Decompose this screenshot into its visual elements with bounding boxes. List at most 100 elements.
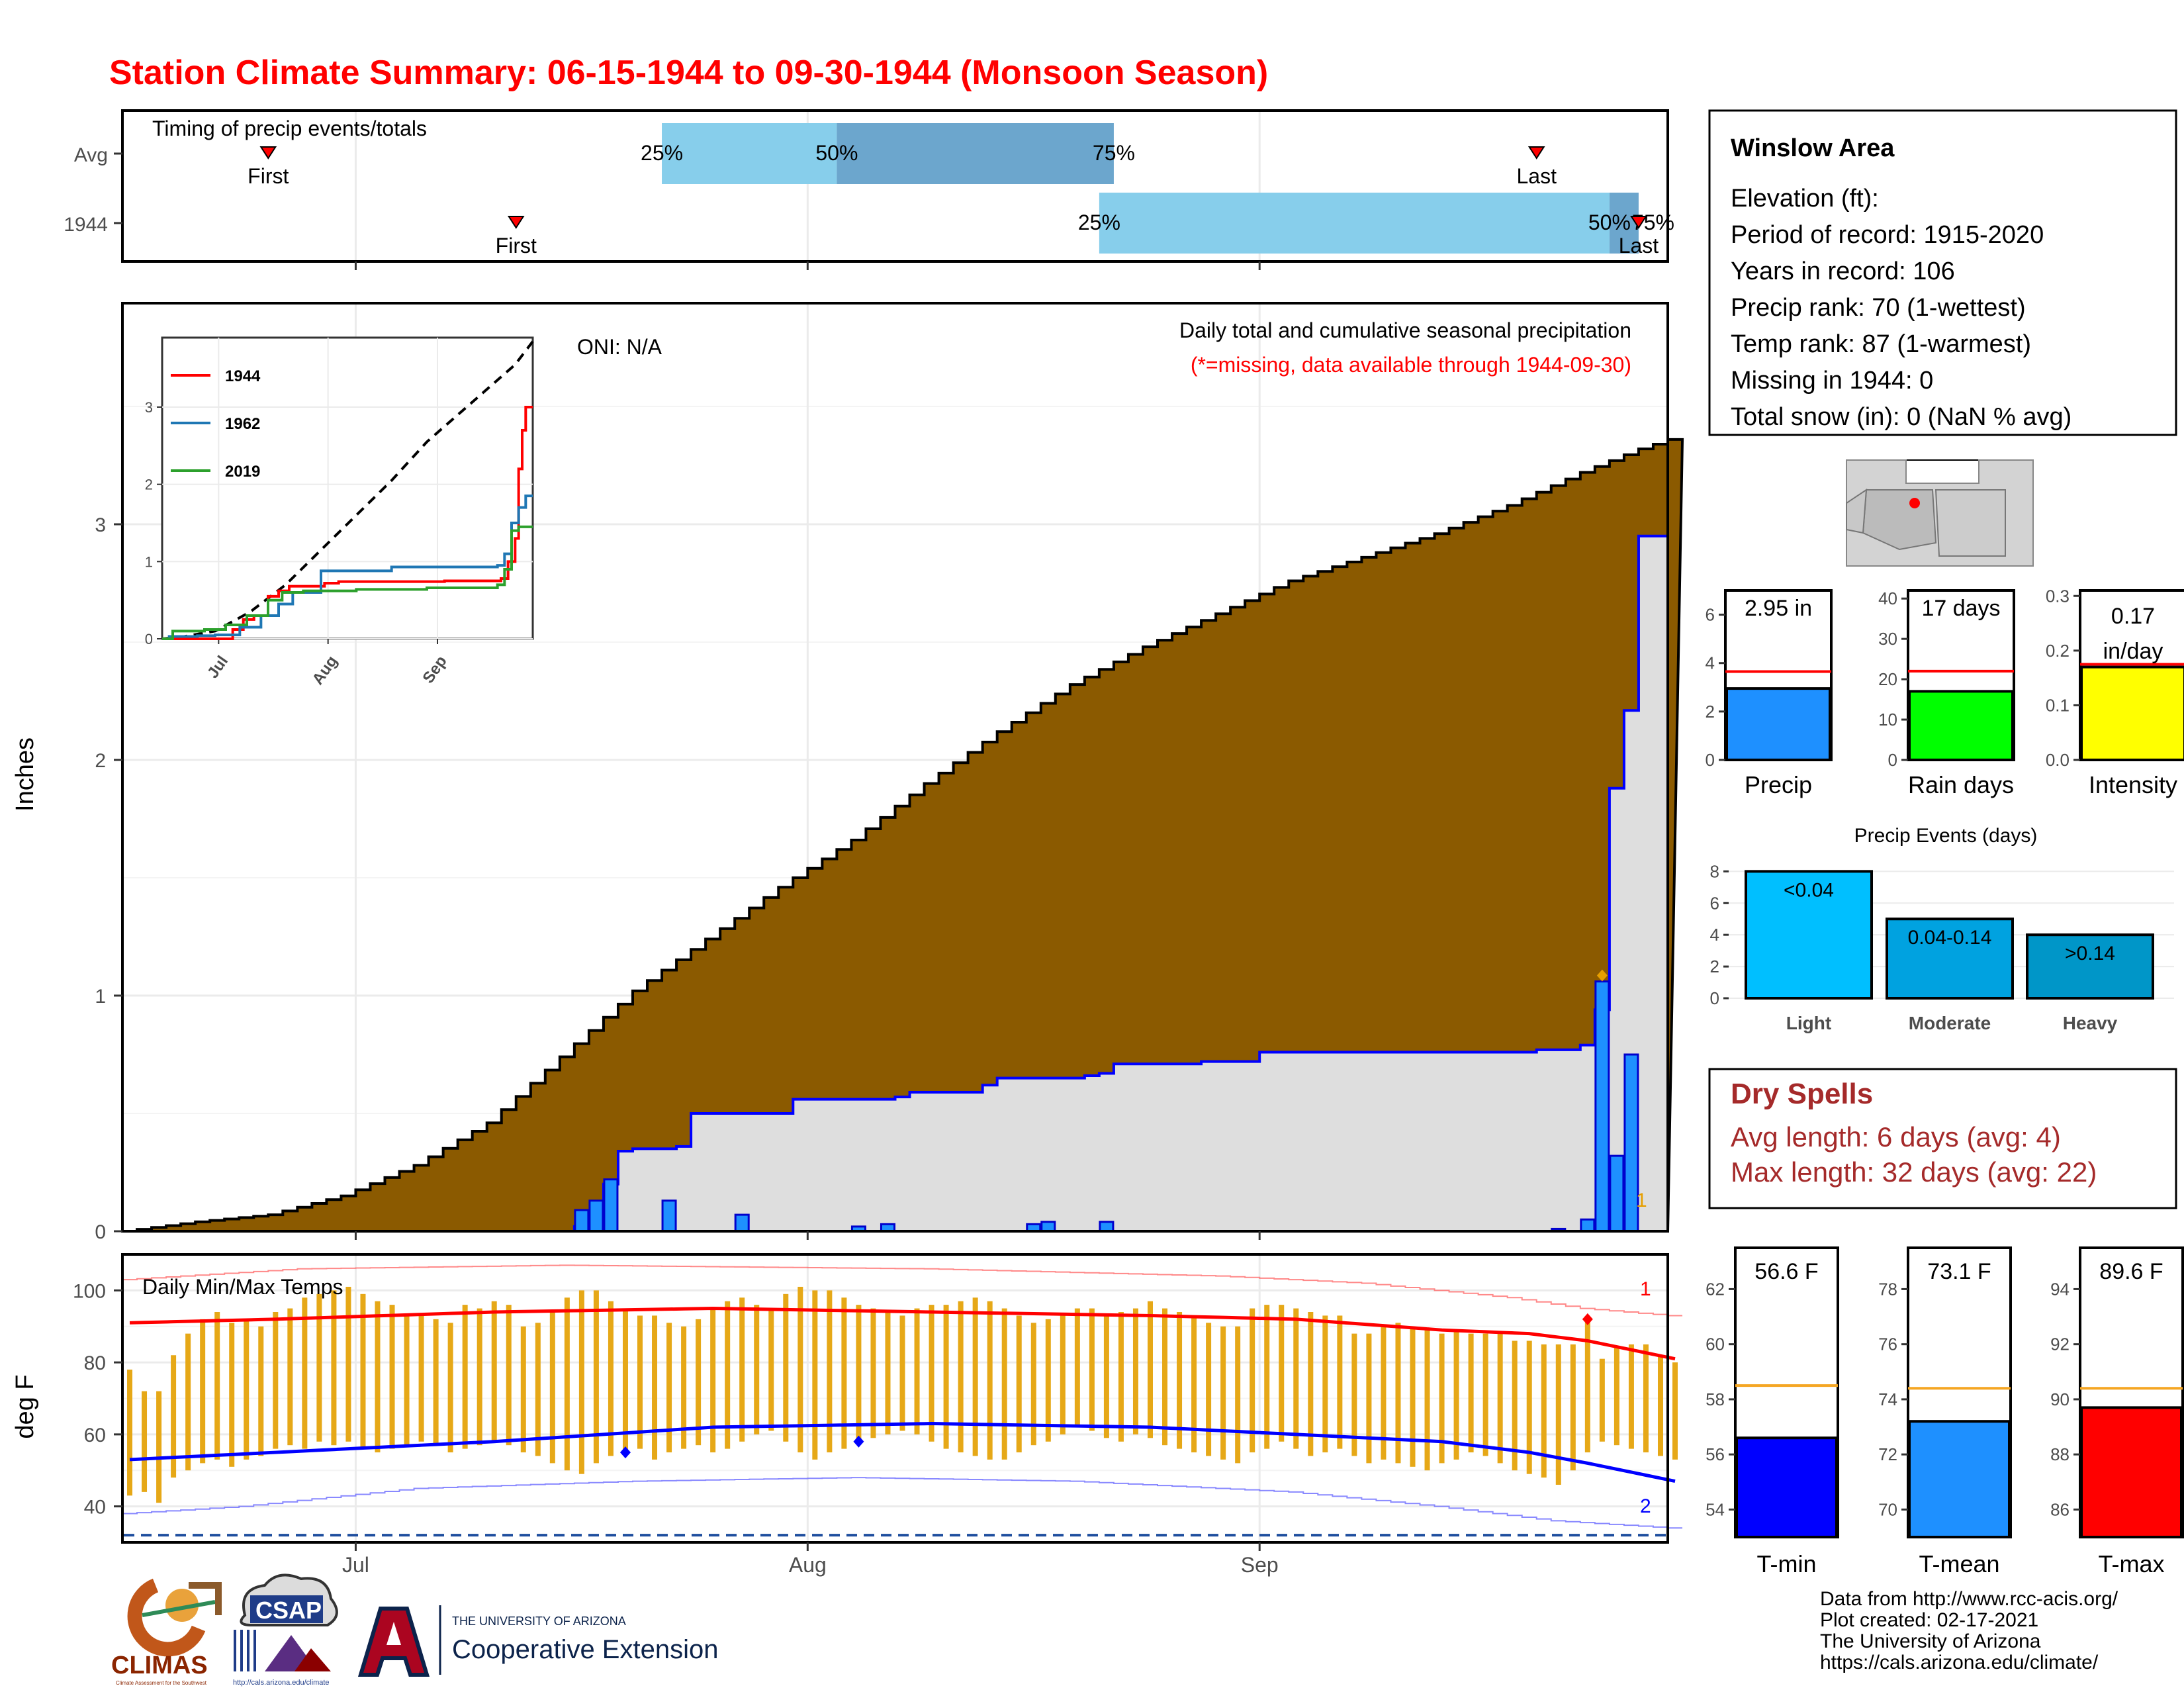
temp-box-tick: 62 (1706, 1279, 1725, 1299)
summary-tick: 0.0 (2046, 750, 2070, 770)
daily-temp-bar (1381, 1326, 1387, 1460)
daily-temp-bar (1424, 1330, 1430, 1471)
timing-label: Timing of precip events/totals (152, 117, 427, 140)
temp-box-value: 73.1 F (1927, 1259, 1991, 1284)
summary-value-label: 17 days (1921, 596, 2000, 621)
daily-temp-bar (812, 1290, 818, 1460)
daily-temp-bar (1103, 1315, 1109, 1438)
summary-value-bar (1908, 690, 2014, 762)
daily-temp-bar (1453, 1330, 1459, 1460)
summary-tick: 20 (1878, 669, 1897, 689)
daily-temp-bar (345, 1286, 351, 1442)
climas-sub: Climate Assessment for the Southwest (116, 1680, 207, 1686)
record-low-count: 2 (1640, 1495, 1651, 1517)
daily-temp-bar (229, 1323, 235, 1467)
precip-event-range: >0.14 (2065, 943, 2115, 964)
timing-marker (1527, 146, 1545, 160)
temp-y-tick-label: 100 (73, 1280, 106, 1302)
daily-temp-bar (797, 1286, 803, 1453)
daily-temp-bar (1497, 1333, 1503, 1464)
record-high-marker (1582, 1313, 1593, 1325)
avg-cumulative-area (122, 438, 1684, 1233)
daily-temp-bar (972, 1297, 978, 1456)
temp-box-tick: 86 (2050, 1499, 2070, 1519)
daily-temp-bar (273, 1312, 279, 1449)
timing-panel: Timing of precip events/totals Avg 25% 50%… (64, 109, 1674, 270)
daily-temp-bar (1220, 1326, 1226, 1460)
temp-box-label: T-mean (1919, 1550, 1999, 1577)
csap-logo: CSAP http://cals.arizona.edu/climate (233, 1573, 338, 1687)
ua-line1: THE UNIVERSITY OF ARIZONA (452, 1615, 626, 1628)
inset-series-line (162, 525, 533, 640)
daily-temp-bar (681, 1326, 687, 1449)
daily-temp-bar (1526, 1340, 1532, 1474)
daily-temp-bar (156, 1391, 162, 1503)
summary-value-label: 0.17 (2111, 604, 2155, 629)
summary-tick: 40 (1878, 588, 1897, 608)
temp-box-tick: 90 (2050, 1389, 2070, 1409)
daily-temp-bar (1206, 1323, 1212, 1456)
daily-temp-bar (1016, 1315, 1022, 1453)
daily-temp-bar (1060, 1315, 1066, 1434)
temp-value-bar (1908, 1420, 2011, 1538)
timing-marker-label: First (248, 164, 289, 188)
summary-tick: 0 (1888, 750, 1897, 770)
daily-temp-bar (389, 1305, 395, 1449)
temp-value-bar (1735, 1436, 1838, 1538)
daily-temp-bar (360, 1293, 366, 1449)
y-axis-label: Inches (11, 737, 39, 812)
daily-temp-bar (1482, 1333, 1488, 1456)
temp-box-value: 56.6 F (1754, 1259, 1818, 1284)
max-day-marker (1596, 969, 1608, 982)
quartile-25-50-bar (1099, 193, 1610, 254)
daily-temp-bar (375, 1301, 381, 1453)
temp-box-tick: 54 (1706, 1499, 1725, 1519)
temp-value-bar (2080, 1406, 2183, 1538)
daily-temp-bar (549, 1312, 555, 1464)
inset-legend-label: 1962 (225, 415, 260, 433)
chart-subtitle: Daily total and cumulative seasonal prec… (1179, 318, 1631, 342)
climas-logo: CLIMAS Climate Assessment for the Southw… (111, 1578, 222, 1686)
summary-tick: 10 (1878, 710, 1897, 729)
timing-row-label: Avg (74, 144, 108, 166)
daily-temp-bar (1132, 1308, 1138, 1434)
temp-box-tick: 76 (1878, 1335, 1897, 1354)
daily-temp-bar (637, 1315, 643, 1449)
station-info-line: Temp rank: 87 (1-warmest) (1731, 330, 2031, 358)
daily-temp-bar (1672, 1362, 1678, 1460)
daily-temp-bar (1614, 1348, 1619, 1446)
summary-tick: 0.1 (2046, 695, 2070, 715)
daily-temp-bar (1541, 1344, 1547, 1478)
avg-tmin-line (129, 1422, 1676, 1483)
summary-tick: 0 (1706, 750, 1715, 770)
station-info-line: Total snow (in): 0 (NaN % avg) (1731, 403, 2071, 431)
daily-temp-bar (418, 1315, 424, 1442)
record-low-line (122, 1477, 1683, 1529)
precip-event-label: Heavy (2063, 1013, 2118, 1033)
inset-series-line (162, 494, 533, 640)
daily-temp-bar (1643, 1344, 1649, 1453)
timing-marker (507, 216, 525, 229)
daily-temp-bar (564, 1297, 570, 1471)
x-tick-label: Sep (1241, 1553, 1279, 1577)
year-cumulative-area (122, 536, 1668, 1231)
inset-legend-label: 1944 (225, 367, 261, 385)
precip-event-bar (1886, 917, 2014, 1000)
temp-box-t-max: 86 88 90 92 94 89.6 F T-max (2050, 1246, 2184, 1577)
daily-precip-bar (661, 1199, 677, 1233)
summary-value-unit: in/day (2103, 639, 2163, 664)
daily-temp-bar (593, 1290, 599, 1464)
record-high-count: 1 (1640, 1278, 1651, 1300)
daily-temp-bar (578, 1290, 584, 1474)
daily-temp-bar (1235, 1326, 1241, 1464)
daily-temp-bar (696, 1319, 702, 1446)
daily-temp-bar (856, 1305, 862, 1442)
ua-logo: THE UNIVERSITY OF ARIZONA Cooperative Ex… (357, 1605, 718, 1677)
daily-temp-bar (316, 1293, 322, 1442)
max-day-label: 1 (1636, 1190, 1647, 1211)
temp-y-tick-label: 60 (84, 1425, 106, 1446)
daily-temp-bar (1162, 1308, 1168, 1446)
y-tick-label: 0 (95, 1221, 106, 1243)
station-info-line: Missing in 1944: 0 (1731, 367, 1933, 395)
daily-temp-bar (1089, 1308, 1095, 1431)
